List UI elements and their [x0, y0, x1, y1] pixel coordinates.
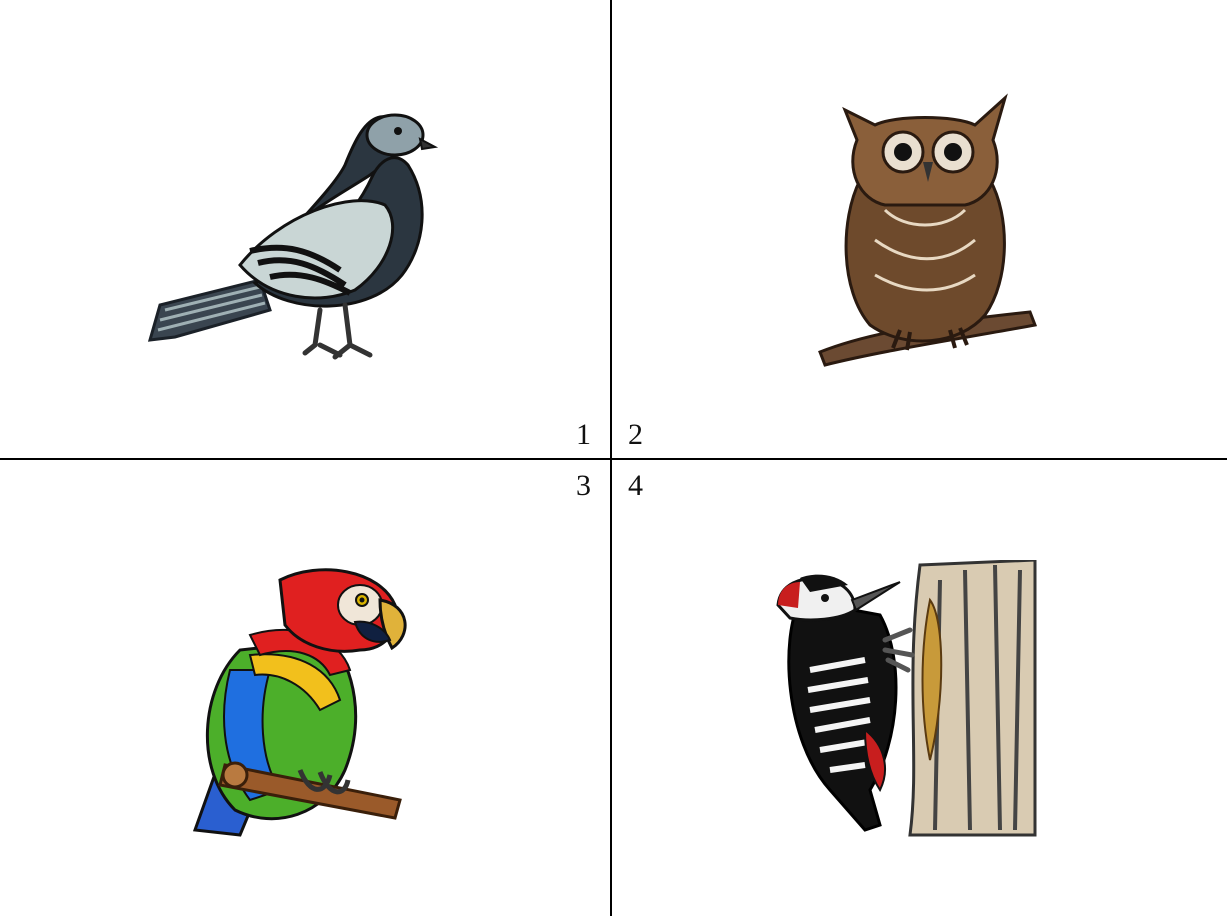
parrot-illustration [192, 568, 407, 837]
horizontal-divider [0, 458, 1227, 460]
panel-label-2: 2 [628, 418, 643, 451]
panel-label-1: 1 [576, 418, 591, 451]
owl-illustration [818, 93, 1038, 367]
panel-label-4: 4 [628, 469, 643, 502]
woodpecker-illustration [776, 560, 1037, 837]
pigeon-illustration [147, 113, 439, 360]
panel-label-3: 3 [576, 469, 591, 502]
